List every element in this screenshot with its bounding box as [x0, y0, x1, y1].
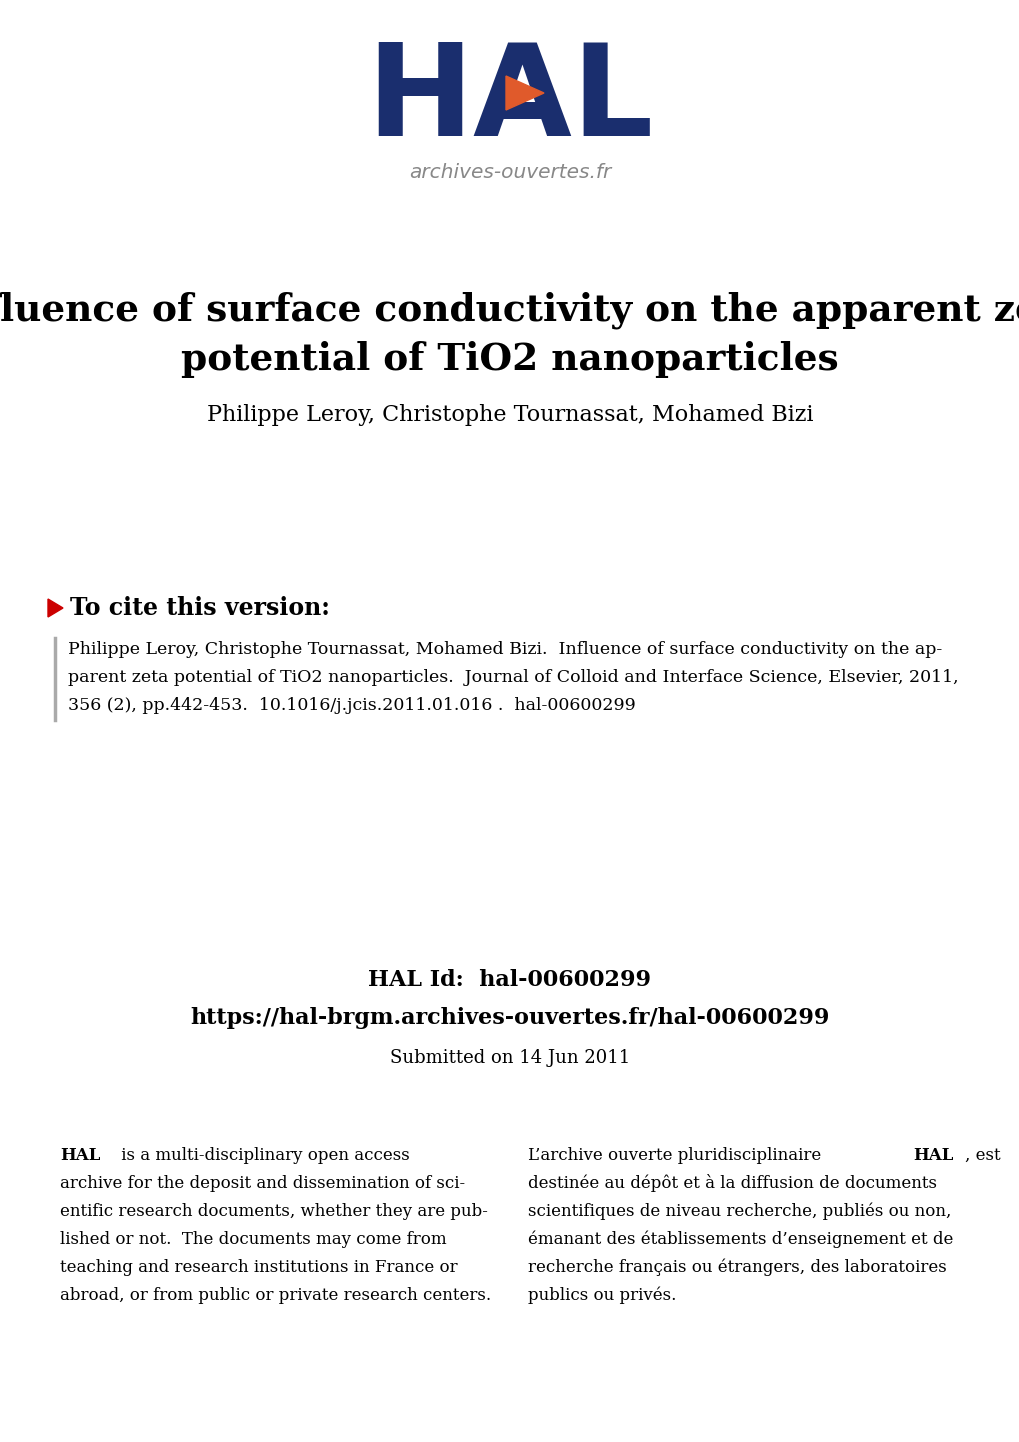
Text: L’archive ouverte pluridisciplinaire: L’archive ouverte pluridisciplinaire: [528, 1146, 825, 1164]
Text: To cite this version:: To cite this version:: [70, 596, 329, 620]
Text: entific research documents, whether they are pub-: entific research documents, whether they…: [60, 1203, 487, 1220]
Text: https://hal-brgm.archives-ouvertes.fr/hal-00600299: https://hal-brgm.archives-ouvertes.fr/ha…: [191, 1007, 828, 1030]
Text: émanant des établissements d’enseignement et de: émanant des établissements d’enseignemen…: [528, 1230, 953, 1247]
Text: 356 (2), pp.442-453.  10.1016/j.jcis.2011.01.016 .  hal-00600299: 356 (2), pp.442-453. 10.1016/j.jcis.2011…: [68, 698, 635, 714]
Text: Philippe Leroy, Christophe Tournassat, Mohamed Bizi.  Influence of surface condu: Philippe Leroy, Christophe Tournassat, M…: [68, 642, 942, 659]
Text: scientifiques de niveau recherche, publiés ou non,: scientifiques de niveau recherche, publi…: [528, 1203, 951, 1220]
Text: archives-ouvertes.fr: archives-ouvertes.fr: [409, 163, 610, 182]
Text: publics ou privés.: publics ou privés.: [528, 1286, 676, 1304]
Text: abroad, or from public or private research centers.: abroad, or from public or private resear…: [60, 1286, 490, 1304]
Text: lished or not.  The documents may come from: lished or not. The documents may come fr…: [60, 1230, 446, 1247]
Text: , est: , est: [964, 1146, 1000, 1164]
Text: archive for the deposit and dissemination of sci-: archive for the deposit and disseminatio…: [60, 1174, 465, 1191]
Text: HAL: HAL: [912, 1146, 953, 1164]
Polygon shape: [505, 76, 543, 110]
Text: Philippe Leroy, Christophe Tournassat, Mohamed Bizi: Philippe Leroy, Christophe Tournassat, M…: [207, 404, 812, 425]
Text: parent zeta potential of TiO2 nanoparticles.  Journal of Colloid and Interface S: parent zeta potential of TiO2 nanopartic…: [68, 669, 958, 686]
Text: is a multi-disciplinary open access: is a multi-disciplinary open access: [116, 1146, 410, 1164]
Text: HAL Id:  hal-00600299: HAL Id: hal-00600299: [368, 969, 651, 991]
Text: HAL: HAL: [366, 37, 653, 163]
Polygon shape: [48, 598, 63, 617]
Text: Influence of surface conductivity on the apparent zeta: Influence of surface conductivity on the…: [0, 291, 1019, 329]
Text: teaching and research institutions in France or: teaching and research institutions in Fr…: [60, 1259, 458, 1276]
Text: destinée au dépôt et à la diffusion de documents: destinée au dépôt et à la diffusion de d…: [528, 1174, 936, 1193]
Text: recherche français ou étrangers, des laboratoires: recherche français ou étrangers, des lab…: [528, 1259, 946, 1276]
Text: potential of TiO2 nanoparticles: potential of TiO2 nanoparticles: [181, 342, 838, 378]
Text: Submitted on 14 Jun 2011: Submitted on 14 Jun 2011: [389, 1048, 630, 1067]
Text: HAL: HAL: [60, 1146, 100, 1164]
